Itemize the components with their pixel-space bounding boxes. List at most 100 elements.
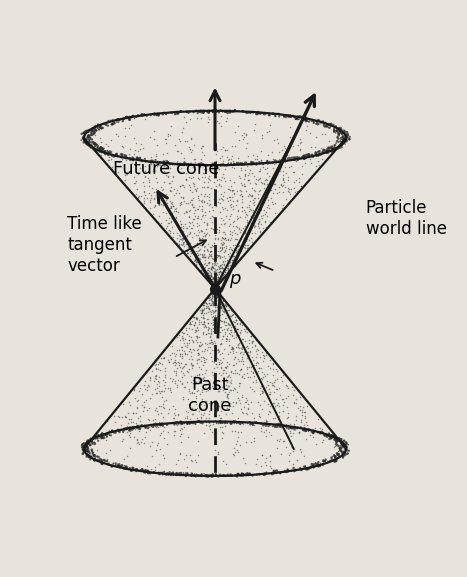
Point	[315, 147, 323, 156]
Point	[217, 413, 225, 422]
Point	[201, 271, 208, 280]
Point	[216, 369, 223, 378]
Point	[168, 354, 175, 364]
Point	[191, 418, 198, 428]
Point	[205, 409, 212, 418]
Point	[83, 140, 91, 149]
Point	[119, 436, 126, 445]
Point	[226, 211, 234, 220]
Point	[271, 156, 279, 165]
Point	[201, 190, 209, 199]
Point	[208, 217, 215, 226]
Point	[197, 403, 205, 413]
Point	[139, 464, 146, 474]
Point	[245, 225, 252, 234]
Point	[134, 153, 142, 163]
Point	[199, 168, 207, 178]
Point	[194, 242, 202, 252]
Point	[170, 367, 177, 376]
Point	[145, 423, 152, 432]
Point	[191, 185, 198, 194]
Point	[265, 421, 272, 430]
Point	[233, 445, 241, 455]
Point	[141, 197, 148, 206]
Point	[128, 111, 135, 121]
Point	[91, 129, 98, 138]
Point	[342, 132, 349, 141]
Point	[160, 207, 167, 216]
Point	[216, 291, 224, 300]
Point	[300, 451, 308, 460]
Point	[187, 319, 194, 328]
Point	[205, 267, 213, 276]
Point	[79, 449, 86, 459]
Point	[138, 434, 145, 444]
Point	[153, 370, 160, 380]
Point	[265, 171, 273, 181]
Point	[237, 365, 244, 374]
Point	[234, 319, 241, 328]
Point	[330, 124, 338, 133]
Point	[286, 448, 294, 458]
Point	[193, 314, 201, 323]
Point	[308, 428, 315, 437]
Point	[178, 364, 186, 373]
Point	[254, 366, 262, 375]
Point	[250, 417, 257, 426]
Point	[121, 151, 128, 160]
Point	[259, 419, 267, 429]
Point	[298, 407, 305, 417]
Point	[179, 228, 187, 238]
Point	[208, 183, 215, 193]
Point	[259, 198, 266, 207]
Point	[152, 149, 159, 158]
Point	[250, 437, 258, 446]
Point	[238, 159, 246, 168]
Point	[290, 463, 297, 473]
Point	[120, 143, 127, 152]
Point	[304, 150, 312, 159]
Point	[266, 218, 274, 227]
Point	[80, 447, 87, 456]
Point	[202, 166, 209, 175]
Point	[157, 195, 165, 204]
Point	[290, 399, 297, 408]
Point	[211, 283, 219, 292]
Point	[204, 307, 212, 316]
Point	[256, 164, 263, 174]
Point	[199, 310, 206, 320]
Point	[334, 449, 341, 459]
Point	[219, 335, 226, 344]
Point	[325, 136, 333, 145]
Point	[223, 269, 231, 278]
Point	[203, 274, 211, 283]
Point	[207, 242, 214, 252]
Point	[109, 117, 116, 126]
Point	[186, 186, 194, 195]
Point	[85, 132, 93, 141]
Point	[215, 319, 222, 328]
Point	[226, 226, 234, 235]
Point	[142, 203, 149, 212]
Point	[222, 410, 230, 419]
Point	[191, 259, 198, 268]
Point	[302, 153, 310, 163]
Point	[164, 469, 171, 478]
Point	[213, 287, 220, 297]
Point	[140, 402, 147, 411]
Point	[91, 455, 99, 464]
Point	[267, 177, 275, 186]
Point	[228, 330, 235, 339]
Point	[286, 420, 294, 429]
Point	[332, 128, 340, 137]
Point	[338, 140, 346, 149]
Point	[101, 148, 108, 158]
Point	[206, 213, 214, 223]
Point	[198, 159, 206, 168]
Point	[210, 261, 218, 270]
Point	[248, 352, 256, 361]
Point	[208, 106, 216, 115]
Point	[207, 161, 215, 170]
Point	[94, 143, 101, 152]
Point	[183, 107, 191, 117]
